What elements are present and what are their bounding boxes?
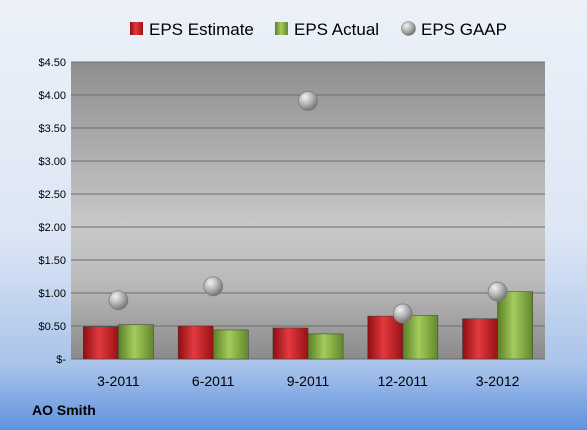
marker-eps-gaap — [203, 276, 224, 297]
bar-eps-estimate — [367, 315, 404, 360]
bar-eps-estimate — [83, 326, 119, 360]
bar-eps-actual — [212, 329, 249, 360]
y-tick-label: $3.50 — [38, 123, 66, 135]
company-label: AO Smith — [32, 402, 96, 418]
x-tick-label: 3-2012 — [476, 373, 520, 389]
bar-eps-estimate — [272, 327, 309, 360]
y-tick-label: $1.50 — [38, 255, 66, 267]
legend-swatch — [401, 21, 416, 36]
bar-eps-actual — [307, 333, 344, 360]
legend: EPS Estimate EPS Actual EPS GAAP — [130, 20, 507, 39]
plot-area — [71, 62, 545, 359]
marker-eps-gaap — [487, 281, 508, 302]
bars — [83, 291, 533, 360]
legend-swatch — [130, 22, 143, 35]
y-tick-label: $4.00 — [38, 90, 66, 102]
legend-label: EPS GAAP — [421, 20, 507, 39]
y-tick-label: $2.50 — [38, 189, 66, 201]
y-tick-label: $4.50 — [38, 57, 66, 69]
legend-swatch — [275, 22, 288, 35]
grid-lines — [71, 61, 545, 360]
marker-eps-gaap — [298, 91, 318, 111]
bar-eps-estimate — [177, 325, 214, 360]
x-axis-ticks: 3-2011 6-2011 9-2011 12-2011 3-2012 — [97, 373, 519, 389]
bar-eps-estimate — [462, 318, 498, 360]
y-axis-ticks: $- $0.50 $1.00 $1.50 $2.00 $2.50 $3.00 $3.50 $4.… — [38, 57, 66, 366]
y-tick-label: $2.00 — [38, 222, 66, 234]
y-tick-label: $3.00 — [38, 156, 66, 168]
y-tick-label: $- — [56, 354, 66, 366]
y-tick-label: $1.00 — [38, 288, 66, 300]
legend-label: EPS Actual — [294, 20, 379, 39]
legend-label: EPS Estimate — [149, 20, 254, 39]
gaap-markers — [108, 91, 508, 324]
x-tick-label: 9-2011 — [287, 373, 330, 389]
bar-eps-actual — [118, 324, 154, 360]
x-tick-label: 6-2011 — [192, 373, 235, 389]
x-tick-label: 3-2011 — [97, 373, 140, 389]
bar-eps-actual — [497, 291, 533, 360]
y-tick-label: $0.50 — [38, 321, 66, 333]
marker-eps-gaap — [392, 303, 413, 324]
x-tick-label: 12-2011 — [378, 373, 429, 389]
bar-eps-actual — [402, 315, 439, 360]
marker-eps-gaap — [108, 290, 129, 311]
